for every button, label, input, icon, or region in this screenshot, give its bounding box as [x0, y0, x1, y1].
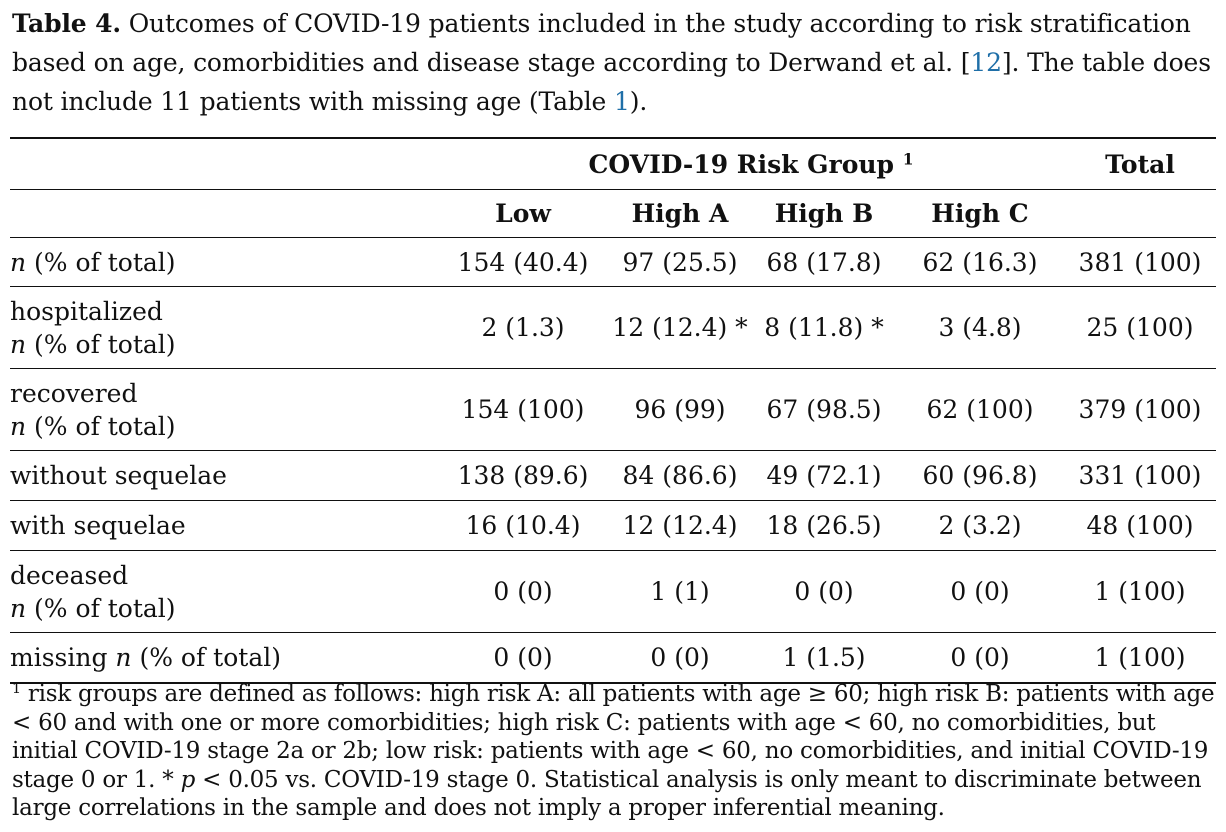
cell-low: 0 (0): [493, 643, 553, 672]
column-header-high-b: High B: [752, 189, 896, 238]
table-row-n-total: n (% of total) 154 (40.4) 97 (25.5) 68 (…: [10, 237, 1216, 287]
cell-total: 381 (100): [1064, 237, 1216, 287]
cell-high-c: 0 (0): [950, 643, 1010, 672]
caption-label: Table 4.: [12, 9, 121, 38]
cell-total: 379 (100): [1064, 368, 1216, 451]
cell-low: 138 (89.6): [438, 450, 608, 501]
table-footnote: 1 risk groups are defined as follows: hi…: [12, 680, 1218, 823]
table-row-with-sequelae: with sequelae 16 (10.4) 12 (12.4) 18 (26…: [10, 500, 1216, 551]
cell-total: 1 (100): [1064, 550, 1216, 633]
table-row-without-sequelae: without sequelae 138 (89.6) 84 (86.6) 49…: [10, 450, 1216, 501]
column-header-low: Low: [438, 189, 608, 238]
table-row-hospitalized: hospitalized n (% of total) 2 (1.3) 12 (1…: [10, 286, 1216, 369]
cell-low: 16 (10.4): [438, 500, 608, 551]
table-caption: Table 4. Outcomes of COVID-19 patients i…: [12, 4, 1216, 121]
cell-low: 0 (0): [438, 550, 608, 633]
cell-high-b: 1 (1.5): [782, 643, 866, 672]
table-row-missing: missing n (% of total) 0 (0) 0 (0) 1 (1.…: [10, 633, 1216, 684]
row-label: with sequelae: [10, 500, 438, 551]
cell-high-a: 96 (99): [608, 368, 752, 451]
row-label: n (% of total): [10, 237, 438, 287]
row-label: deceased n (% of total): [10, 550, 438, 633]
cell-high-c: 62 (16.3): [896, 237, 1064, 287]
cell-high-b: 18 (26.5): [752, 500, 896, 551]
row-label: missing n (% of total): [10, 643, 281, 672]
outcomes-table: COVID-19 Risk Group 1 Total Low High A H…: [10, 137, 1216, 684]
table-row-deceased: deceased n (% of total) 0 (0) 1 (1) 0 (0)…: [10, 550, 1216, 633]
cell-low: 154 (40.4): [438, 237, 608, 287]
cell-high-b: 67 (98.5): [752, 368, 896, 451]
total-header: Total: [1064, 138, 1216, 190]
table-header-row-columns: Low High A High B High C: [10, 189, 1216, 238]
cell-high-b: 49 (72.1): [752, 450, 896, 501]
cell-low: 154 (100): [438, 368, 608, 451]
row-label: hospitalized n (% of total): [10, 286, 438, 369]
empty-header-cell: [10, 189, 438, 238]
cell-total: 1 (100): [1094, 643, 1186, 672]
table-header-row-group: COVID-19 Risk Group 1 Total: [10, 138, 1216, 190]
row-label: without sequelae: [10, 450, 438, 501]
column-header-high-c: High C: [896, 189, 1064, 238]
caption-text-continued: ]. The table does not include 11 patient…: [12, 48, 1211, 116]
table-1-link[interactable]: 1: [614, 87, 630, 116]
cell-high-a: 12 (12.4) *: [608, 286, 752, 369]
cell-low: 2 (1.3): [438, 286, 608, 369]
cell-total: 48 (100): [1064, 500, 1216, 551]
cell-high-c: 3 (4.8): [896, 286, 1064, 369]
cell-high-a: 0 (0): [650, 643, 710, 672]
cell-high-c: 62 (100): [896, 368, 1064, 451]
footnote-text-continued: < 0.05 vs. COVID-19 stage 0. Statistical…: [12, 766, 1202, 822]
column-header-high-a: High A: [608, 189, 752, 238]
cell-total: 331 (100): [1064, 450, 1216, 501]
cell-high-b: 0 (0): [752, 550, 896, 633]
caption-text: Outcomes of COVID-19 patients included i…: [12, 9, 1191, 77]
cell-high-c: 0 (0): [896, 550, 1064, 633]
cell-high-b: 68 (17.8): [752, 237, 896, 287]
footnote-mark: 1: [902, 148, 914, 168]
cell-high-b: 8 (11.8) *: [752, 286, 896, 369]
risk-group-header: COVID-19 Risk Group 1: [438, 138, 1064, 190]
row-label: recovered n (% of total): [10, 368, 438, 451]
cell-high-a: 12 (12.4): [608, 500, 752, 551]
cell-total: 25 (100): [1064, 286, 1216, 369]
cell-high-c: 2 (3.2): [896, 500, 1064, 551]
cell-high-c: 60 (96.8): [896, 450, 1064, 501]
citation-link-12[interactable]: 12: [970, 48, 1002, 77]
cell-high-a: 1 (1): [608, 550, 752, 633]
empty-header-cell: [1064, 189, 1216, 238]
footnote-mark: 1: [12, 681, 21, 698]
empty-header-cell: [10, 138, 438, 190]
p-value-symbol: p: [180, 766, 196, 793]
table-row-recovered: recovered n (% of total) 154 (100) 96 (99…: [10, 368, 1216, 451]
cell-high-a: 84 (86.6): [608, 450, 752, 501]
cell-high-a: 97 (25.5): [608, 237, 752, 287]
caption-text-end: ).: [629, 87, 648, 116]
footnote-text: risk groups are defined as follows: high…: [12, 681, 1215, 793]
